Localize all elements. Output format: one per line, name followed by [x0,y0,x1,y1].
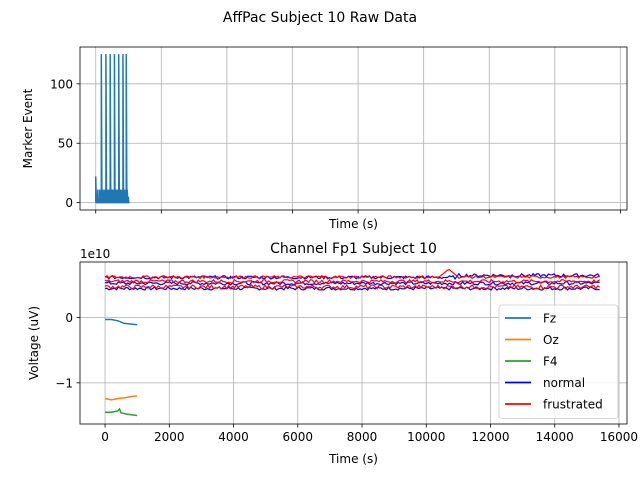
legend-item-normal: normal [505,376,585,390]
bottom-x-tick-label: 12000 [471,430,509,444]
top-y-tick-label: 100 [50,77,73,91]
top-x-axis-label: Time (s) [328,217,378,231]
bottom-y-tick-label: 0 [65,311,73,325]
legend-box [498,304,619,419]
normal-series-band [105,285,600,291]
legend-item-Fz: Fz [505,312,556,326]
legend-item-Oz: Oz [505,333,559,347]
legend-item-frustrated: frustrated [505,398,603,412]
legend-label: frustrated [543,398,603,412]
f4-series-line [105,407,138,417]
bottom-x-tick-label: 0 [101,430,109,444]
top-y-axis-label: Marker Event [21,88,35,168]
frustrated-series-band [104,283,601,290]
bottom-x-tick-label: 8000 [347,430,378,444]
y-offset-text: 1e10 [80,247,110,261]
bottom-chart-title: Channel Fp1 Subject 10 [270,241,437,257]
bottom-x-tick-label: 4000 [218,430,249,444]
normal-series-band [105,272,601,280]
legend-label: Fz [543,312,556,326]
legend-label: Oz [543,333,559,347]
legend-label: F4 [543,355,558,369]
figure-title: AffPac Subject 10 Raw Data [223,10,417,26]
bottom-x-tick-label: 2000 [154,430,185,444]
legend-item-F4: F4 [505,355,558,369]
bottom-x-tick-label: 14000 [536,430,574,444]
bottom-x-tick-label: 6000 [282,430,313,444]
frustrated-series-band [104,269,600,280]
bottom-x-tick-label: 10000 [407,430,445,444]
fz-series-line [105,318,138,326]
bottom-x-tick-label: 16000 [600,430,638,444]
marker-event-axes: 0 50 100 Time (s) Marker Event [21,46,628,231]
frustrated-series-band [104,278,601,284]
bottom-y-tick-label: −1 [55,376,73,390]
bottom-x-axis-label: Time (s) [328,452,378,466]
top-y-tick-label: 0 [65,196,73,210]
oz-series-line [104,395,138,401]
top-y-tick-label: 50 [58,137,73,151]
bottom-y-axis-label: Voltage (uV) [27,306,41,380]
legend-label: normal [543,376,585,390]
voltage-axes: 0 2000 4000 6000 8000 10000 12000 14000 16000 −1 0… [27,241,638,466]
legend: Fz Oz F4 normal frustrated [498,304,619,419]
marker-event-series [94,54,130,204]
